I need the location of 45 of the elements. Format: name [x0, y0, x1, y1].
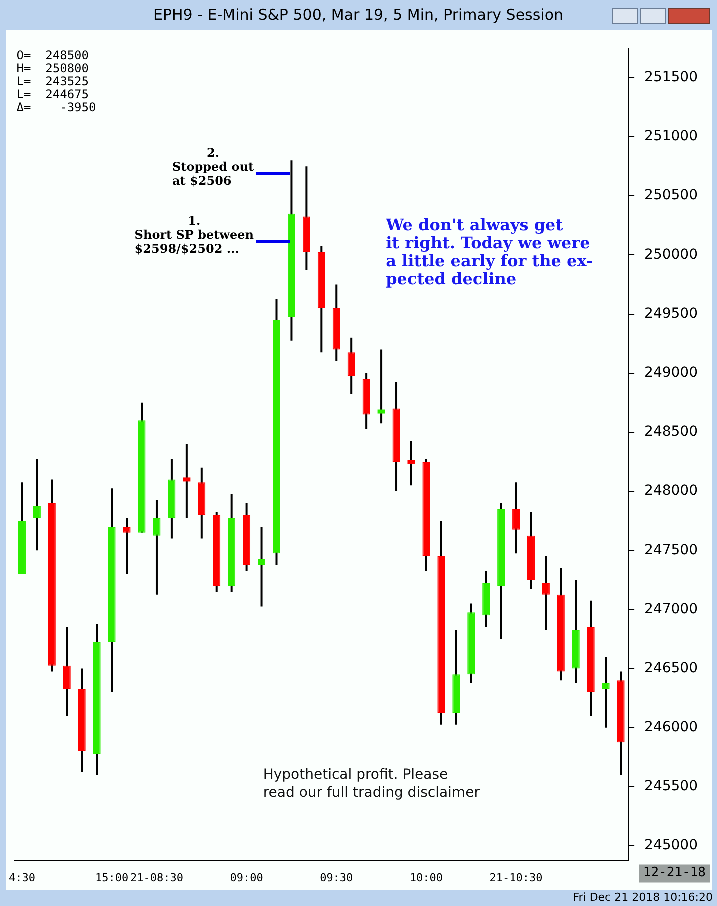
annotation: L= 244675 [16, 88, 90, 102]
candlestick [258, 526, 266, 608]
x-tick-label: 10:00 [410, 871, 444, 884]
text: 12-21-18 [643, 866, 706, 881]
annotation: H= 250800 [16, 62, 90, 76]
annotation: Δ= -3950 [16, 100, 96, 115]
y-tick-label: 251500 [644, 70, 698, 86]
candlestick [378, 348, 386, 425]
y-tick-label: 247500 [644, 542, 698, 558]
y-tick-label: 247000 [644, 601, 698, 618]
annotation: O= 248500 [16, 48, 90, 63]
x-tick-label: 21-10:30 [490, 871, 543, 884]
candlestick [348, 336, 356, 396]
y-tick-label: 245500 [644, 778, 698, 795]
x-tick-label: 09:00 [230, 871, 264, 884]
y-tick-label: 250500 [644, 188, 698, 204]
candlestick [33, 458, 41, 552]
candlestick [512, 482, 520, 555]
y-tick-label: 246000 [644, 720, 698, 736]
x-tick-label: 09:30 [320, 871, 354, 884]
x-tick-label: 4:30 [8, 871, 36, 884]
candlestick [542, 556, 550, 632]
y-tick-label: 250000 [644, 246, 698, 263]
x-tick-label: 15:00 [96, 871, 129, 884]
text: Fri Dec 21 2018 10:16:20 [573, 891, 713, 904]
y-tick-label: 248000 [644, 483, 698, 500]
candlestick [153, 499, 161, 596]
y-tick-label: 251000 [644, 128, 698, 145]
candlestick [183, 443, 191, 520]
candlestick [63, 626, 71, 718]
candlestick [602, 656, 610, 729]
annotation: We don't always get it right. Today we were a little early for the ex- pected decline [385, 216, 594, 289]
annotation: 1. Short SP between $2598/$2502 ... [134, 214, 254, 256]
y-tick-label: 249000 [644, 365, 698, 381]
y-tick-label: 246500 [644, 660, 698, 676]
x-tick-label: 21-08:30 [130, 871, 184, 884]
candlestick [408, 440, 416, 487]
chart-title: EPH9 - E-Mini S&P 500, Mar 19, 5 Min, Primary Session [152, 5, 565, 26]
y-tick-label: 248500 [644, 424, 698, 440]
y-tick-label: 249500 [644, 306, 698, 322]
y-tick-label: 245000 [644, 838, 698, 854]
candlestick [123, 517, 131, 576]
annotation: L= 243525 [16, 74, 90, 89]
annotation: Hypothetical profit. Please read our full trading disclaimer [263, 767, 480, 802]
annotation: 2. Stopped out at $2506 [172, 146, 254, 188]
